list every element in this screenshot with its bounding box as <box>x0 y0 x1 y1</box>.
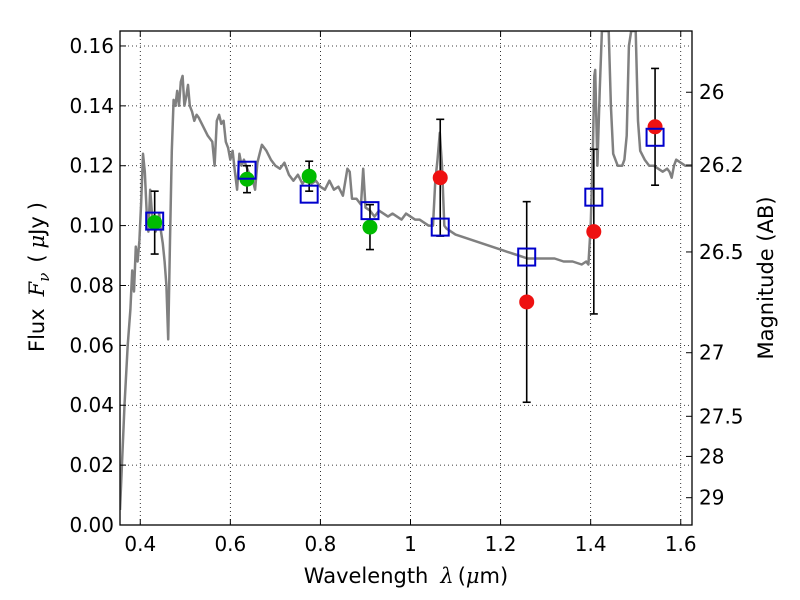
optical-point <box>301 168 317 184</box>
mag-tick-label: 27 <box>699 341 724 365</box>
optical-point <box>147 215 163 231</box>
mag-tick-label: 28 <box>699 444 724 468</box>
x-tick-label: 0.8 <box>305 532 337 556</box>
model-photometry-point <box>360 201 380 221</box>
y-tick-label: 0.16 <box>69 34 114 58</box>
mag-tick-label: 26.2 <box>699 153 744 177</box>
model-photometry-point <box>237 160 257 180</box>
x-tick-label: 1 <box>404 532 417 556</box>
x-tick-label: 1.6 <box>665 532 697 556</box>
y-tick-label: 0.08 <box>69 273 114 297</box>
plot-area <box>120 31 692 525</box>
y-tick-label: 0.14 <box>69 94 114 118</box>
nir-point <box>586 224 602 240</box>
nir-point <box>432 170 448 186</box>
mag-tick-label: 27.5 <box>699 404 744 428</box>
axes-frame <box>119 30 693 526</box>
axes: 0.4 0.6 0.8 1 1.2 1.4 1.6 0.00 0.02 0.04 0.06 0.08 0… <box>69 30 744 556</box>
x-tick-label: 0.6 <box>214 532 246 556</box>
model-photometry-point <box>430 217 450 237</box>
nir-point <box>647 119 663 135</box>
series-layer <box>120 31 692 511</box>
mag-tick-label: 29 <box>699 486 724 510</box>
x-tick-label: 0.4 <box>124 532 156 556</box>
y-tick-label: 0.10 <box>69 214 114 238</box>
x-tick-label: 1.4 <box>575 532 607 556</box>
y-tick-label: 0.00 <box>69 513 114 537</box>
model-spectrum-line <box>120 31 692 511</box>
model-photometry-point <box>299 184 319 204</box>
mag-tick-label: 26 <box>699 80 724 104</box>
mag-tick-label: 26.5 <box>699 240 744 264</box>
y-tick-label: 0.04 <box>69 393 114 417</box>
y-axis-label: FluxFν(μJy) <box>25 202 53 352</box>
model-photometry-point <box>517 247 537 267</box>
y-tick-label: 0.06 <box>69 333 114 357</box>
model-photometry-point <box>145 211 165 231</box>
x-axis-label: Wavelength λ (μm) <box>304 564 508 588</box>
optical-point <box>362 219 378 235</box>
model-photometry-point <box>645 127 665 147</box>
model-photometry-point <box>584 187 604 207</box>
right-axis-label: Magnitude (AB) <box>754 196 778 359</box>
y-tick-label: 0.02 <box>69 453 114 477</box>
y-tick-label: 0.12 <box>69 154 114 178</box>
x-tick-label: 1.2 <box>485 532 517 556</box>
nir-point <box>519 294 535 310</box>
